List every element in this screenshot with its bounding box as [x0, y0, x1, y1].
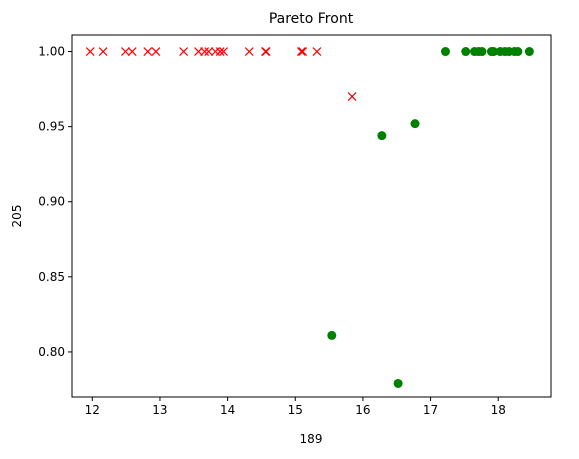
data-point-x-marker: [179, 47, 189, 56]
data-point-circle-marker: [513, 47, 523, 57]
data-point-circle-marker: [524, 47, 534, 57]
y-tick-label: 0.90: [38, 195, 65, 209]
y-tick-label: 0.95: [38, 120, 65, 134]
data-point-circle-marker: [440, 47, 450, 57]
y-tick-label: 1.00: [38, 45, 65, 59]
x-axis-ticks: 12 13 14 15 16 17 18: [85, 397, 506, 417]
y-tick-label: 0.80: [38, 345, 65, 359]
y-axis-label: 205: [10, 205, 24, 228]
data-point-circle-marker: [410, 119, 420, 129]
y-axis-ticks: 0.80 0.85 0.90 0.95 1.00: [38, 45, 72, 359]
x-axis-label: 189: [300, 432, 323, 446]
x-tick-label: 13: [152, 403, 167, 417]
data-point-circle-marker: [377, 131, 387, 141]
data-point-circle-marker: [393, 378, 403, 388]
x-tick-label: 15: [288, 403, 303, 417]
data-point-x-marker: [261, 47, 271, 56]
data-point-x-marker: [215, 47, 225, 56]
data-point-x-marker: [219, 47, 228, 56]
x-tick-label: 12: [85, 403, 100, 417]
data-point-x-marker: [298, 47, 308, 56]
x-tick-label: 18: [491, 403, 506, 417]
x-tick-label: 14: [220, 403, 235, 417]
data-point-x-marker: [121, 47, 130, 56]
data-point-x-marker: [296, 47, 306, 56]
data-point-x-marker: [98, 47, 108, 56]
data-point-circle-marker: [327, 330, 337, 340]
y-tick-label: 0.85: [38, 270, 65, 284]
data-point-x-marker: [143, 47, 153, 56]
data-point-x-marker: [127, 47, 137, 56]
data-point-x-marker: [204, 47, 214, 56]
data-point-circle-marker: [488, 47, 498, 57]
plot-frame: [71, 34, 552, 398]
plot-area: [85, 47, 534, 388]
data-point-circle-marker: [477, 47, 487, 57]
data-point-x-marker: [85, 47, 95, 56]
data-point-x-marker: [312, 47, 322, 56]
data-point-circle-marker: [461, 47, 471, 57]
data-point-x-marker: [200, 47, 210, 56]
data-point-x-marker: [244, 47, 254, 56]
chart-title: Pareto Front: [269, 11, 354, 27]
x-tick-label: 16: [355, 403, 370, 417]
data-point-x-marker: [151, 47, 161, 56]
data-point-x-marker: [347, 92, 357, 102]
x-tick-label: 17: [423, 403, 438, 417]
